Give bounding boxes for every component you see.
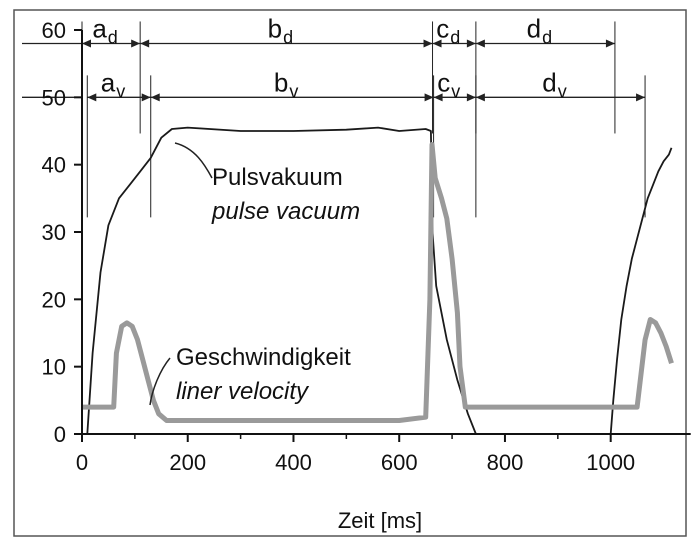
phase-arrow-end: [424, 93, 434, 102]
phase-label-sub: v: [116, 81, 125, 101]
phase-label-sub: v: [289, 81, 298, 101]
phase-label-sub: d: [450, 27, 460, 47]
x-tick-label: 1000: [586, 450, 635, 475]
liner-velocity-leader-line: [149, 357, 171, 406]
phase-arrow-end: [636, 93, 646, 102]
liner-velocity-line: [82, 142, 674, 423]
x-tick-label: 200: [169, 450, 206, 475]
pulse-vacuum-label-de: Pulsvakuum: [212, 164, 343, 191]
phase-arrow-start: [433, 93, 443, 102]
phase-label-sub: d: [542, 27, 552, 47]
y-tick-label: 40: [42, 153, 66, 178]
phase-arrow-end: [605, 39, 615, 48]
phase-label-sub: v: [558, 81, 567, 101]
x-tick-label: 400: [275, 450, 312, 475]
x-tick-label: 800: [487, 450, 524, 475]
liner-velocity-label-de: Geschwindigkeit: [176, 344, 351, 371]
phase-arrow-start: [150, 93, 160, 102]
y-tick-label: 60: [42, 18, 66, 43]
phase-label-sub: d: [283, 27, 293, 47]
phase-label-sub: v: [451, 81, 460, 101]
x-tick-label: 0: [76, 450, 88, 475]
phase-arrow-end: [423, 39, 433, 48]
phase-arrow-end: [466, 39, 476, 48]
phase-arrow-end: [141, 93, 151, 102]
y-tick-label: 50: [42, 85, 66, 110]
phase-arrow-start: [140, 39, 150, 48]
y-tick-label: 20: [42, 287, 66, 312]
x-tick-label: 600: [381, 450, 418, 475]
phase-arrow-start: [475, 39, 485, 48]
liner-velocity-label-en: liner velocity: [176, 378, 310, 405]
y-tick-label: 30: [42, 220, 66, 245]
y-tick-label: 10: [42, 355, 66, 380]
phase-label-sub: d: [108, 27, 118, 47]
pulse-vacuum-leader-line: [174, 142, 213, 179]
phase-arrow-end: [131, 39, 141, 48]
series-layer: [82, 126, 674, 435]
phase-arrow-end: [466, 93, 476, 102]
phase-arrow-start: [432, 39, 442, 48]
pulse-vacuum-line: [86, 126, 673, 435]
phase-arrow-start: [82, 39, 91, 48]
y-tick-label: 0: [54, 422, 66, 447]
phase-arrow-start: [87, 93, 97, 102]
phase-arrow-start: [475, 93, 485, 102]
pulse-vacuum-label-en: pulse vacuum: [211, 198, 360, 225]
series-annotations: Pulsvakuum pulse vacuum Geschwindigkeit …: [149, 142, 360, 406]
x-axis-label: Zeit [ms]: [338, 508, 422, 533]
